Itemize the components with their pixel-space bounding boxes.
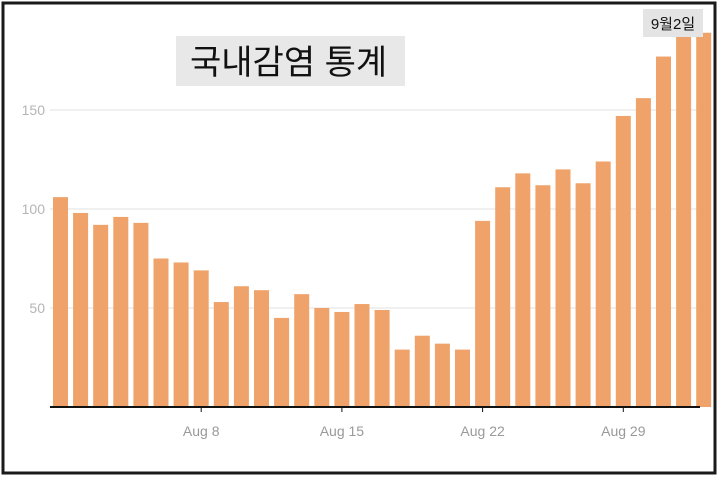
chart-title: 국내감염 통계 xyxy=(190,44,387,82)
bar xyxy=(193,270,209,407)
bar xyxy=(254,290,269,407)
bar xyxy=(394,349,410,407)
bar xyxy=(274,317,290,407)
bar xyxy=(133,222,149,407)
bar xyxy=(73,212,89,407)
bar xyxy=(656,56,671,407)
title-background xyxy=(176,36,405,86)
bar xyxy=(113,216,129,407)
bar xyxy=(495,187,511,407)
date-annotation-box xyxy=(643,9,703,37)
bar xyxy=(53,197,68,407)
bar xyxy=(515,173,531,407)
bar xyxy=(575,183,591,407)
x-tick-label: Aug 15 xyxy=(320,423,365,439)
bar xyxy=(414,335,430,407)
y-tick-label: 100 xyxy=(22,201,46,217)
bar xyxy=(233,286,249,407)
bar xyxy=(535,185,551,407)
x-tick-label: Aug 29 xyxy=(601,423,646,439)
bar xyxy=(314,308,330,407)
bar xyxy=(615,115,631,407)
bar xyxy=(595,161,611,407)
y-tick-label: 50 xyxy=(29,300,45,316)
x-tick-label: Aug 8 xyxy=(183,423,220,439)
bar xyxy=(334,311,350,407)
bar xyxy=(455,349,470,407)
bar xyxy=(374,309,390,407)
bar xyxy=(354,304,370,407)
bar xyxy=(676,34,692,407)
bar xyxy=(93,224,109,407)
bar xyxy=(434,343,450,407)
date-annotation: 9월2일 xyxy=(651,16,695,33)
bar xyxy=(475,220,491,407)
bar xyxy=(555,169,571,407)
bar xyxy=(635,98,651,408)
x-tick-label: Aug 22 xyxy=(460,423,505,439)
bar xyxy=(153,258,169,407)
y-tick-label: 150 xyxy=(22,102,46,118)
bar xyxy=(213,302,229,407)
bar xyxy=(294,294,310,407)
bar xyxy=(173,262,189,407)
bar xyxy=(696,32,712,407)
